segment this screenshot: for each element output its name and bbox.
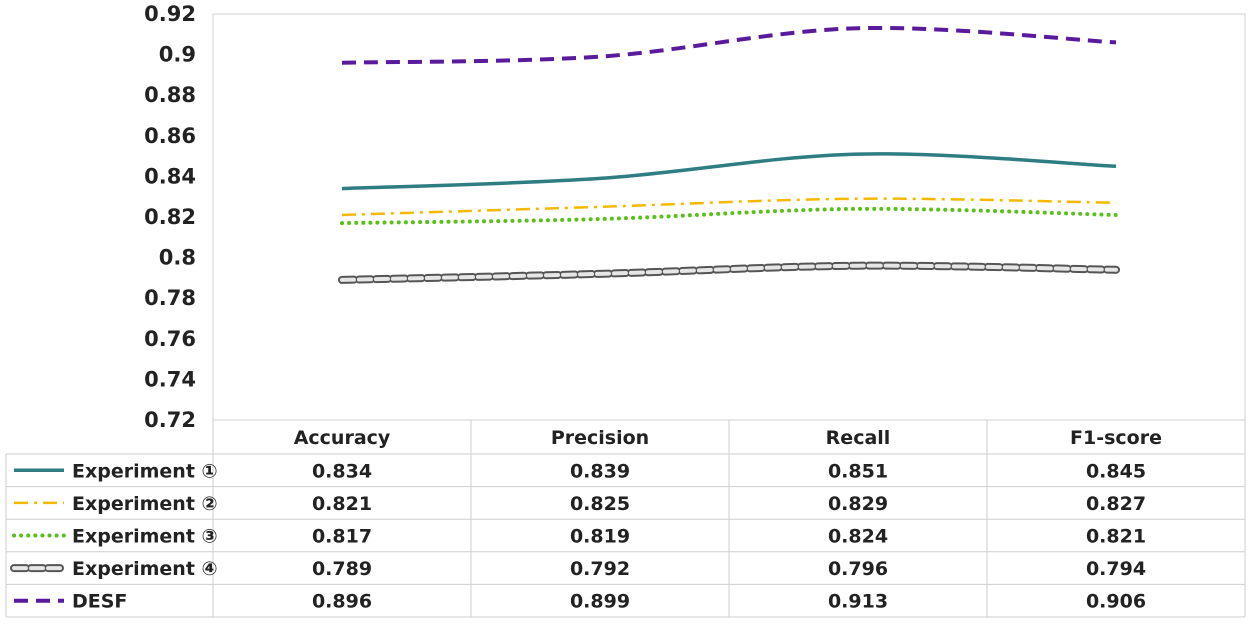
legend-series-name: Experiment ②: [72, 493, 218, 515]
data-value-label: 0.794: [1086, 558, 1146, 580]
series-path: [341, 25, 1117, 65]
y-tick-label: 0.92: [144, 2, 196, 26]
data-table: Accuracy Precision Recall F1-score Experimen…: [5, 420, 1246, 618]
data-value-label: 0.834: [312, 460, 372, 482]
y-tick-label: 0.74: [144, 367, 196, 391]
y-axis: 0.92 0.9 0.88 0.86 0.84 0.82 0.8 0.78 0.76 0.74 0.…: [144, 2, 196, 432]
x-category-label: Precision: [551, 427, 649, 449]
data-value-label: 0.839: [570, 460, 630, 482]
series-line-3: [340, 206, 1118, 226]
series-path: [341, 152, 1117, 191]
data-value-label: 0.896: [312, 591, 372, 613]
series-line-4: [338, 261, 1120, 284]
data-value-label: 0.906: [1086, 591, 1146, 613]
y-tick-label: 0.76: [144, 327, 196, 351]
data-value-label: 0.821: [312, 493, 372, 515]
y-tick-label: 0.82: [144, 205, 196, 229]
y-tick-label: 0.86: [144, 124, 196, 148]
series-path: [340, 263, 1118, 282]
x-category-label: Recall: [826, 427, 891, 449]
y-tick-label: 0.88: [144, 83, 196, 107]
data-value-label: 0.899: [570, 591, 630, 613]
series-line-5: [341, 25, 1117, 65]
series-line-2: [341, 197, 1117, 217]
series-path: [341, 197, 1117, 217]
x-category-label: F1-score: [1070, 427, 1162, 449]
data-value-label: 0.792: [570, 558, 630, 580]
series-lines: [338, 25, 1120, 284]
legend-series-name: Experiment ④: [72, 558, 218, 580]
data-value-label: 0.789: [312, 558, 372, 580]
data-value-label: 0.845: [1086, 460, 1146, 482]
data-value-label: 0.824: [828, 526, 888, 548]
y-tick-label: 0.9: [159, 43, 196, 67]
data-value-label: 0.827: [1086, 493, 1146, 515]
data-value-label: 0.829: [828, 493, 888, 515]
y-tick-label: 0.8: [159, 246, 196, 270]
data-value-label: 0.796: [828, 558, 888, 580]
plot-border: [212, 13, 1246, 421]
y-tick-label: 0.84: [144, 164, 196, 188]
legend-series-name: Experiment ①: [72, 460, 218, 482]
x-category-label: Accuracy: [294, 427, 391, 449]
data-value-label: 0.821: [1086, 526, 1146, 548]
plot-area: [212, 13, 1246, 421]
data-value-label: 0.817: [312, 526, 372, 548]
legend-series-name: DESF: [72, 591, 127, 613]
data-value-label: 0.819: [570, 526, 630, 548]
y-tick-label: 0.78: [144, 286, 196, 310]
data-value-label: 0.825: [570, 493, 630, 515]
series-path: [340, 206, 1118, 226]
series-line-1: [341, 152, 1117, 191]
data-value-label: 0.913: [828, 591, 888, 613]
legend-series-name: Experiment ③: [72, 526, 218, 548]
y-tick-label: 0.72: [144, 408, 196, 432]
data-value-label: 0.851: [828, 460, 888, 482]
